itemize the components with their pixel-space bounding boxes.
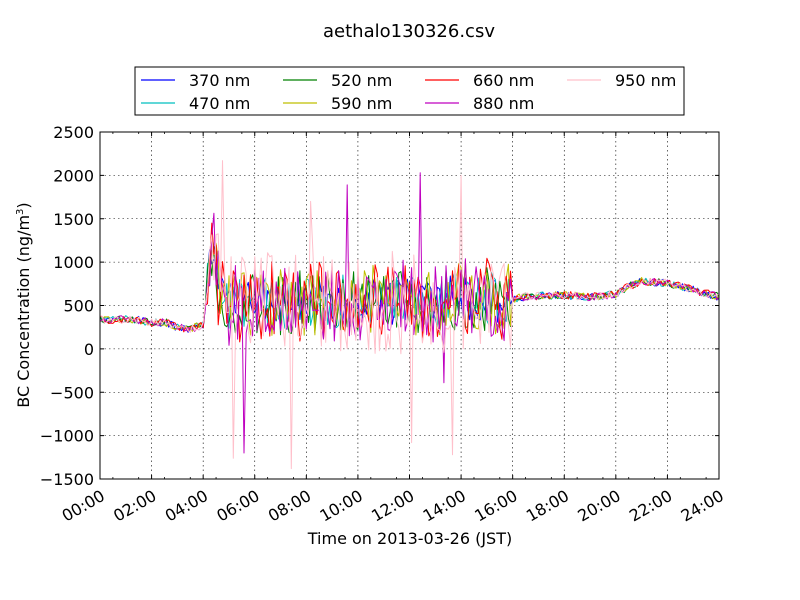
legend: 370 nm 470 nm 520 nm 590 nm 660 nm 880 nm 950 … [134,66,685,116]
y-tick-label: 1000 [53,253,94,272]
y-axis-ticks: −1500 −1000 −500 0 500 1000 1500 2000 2500 [40,123,719,489]
legend-box [134,66,685,116]
y-tick-label: 2000 [53,166,94,185]
y-tick-label: −1500 [40,470,94,489]
series-line-660-nm [99,222,720,343]
y-tick-label: 1500 [53,210,94,229]
series-group [99,160,720,470]
legend-label: 520 nm [331,71,392,90]
legend-label: 950 nm [615,71,676,90]
y-tick-label: 2500 [53,123,94,142]
chart-title: aethalo130326.csv [323,21,495,42]
y-tick-label: 500 [63,297,94,316]
legend-label: 470 nm [189,94,250,113]
y-tick-label: −1000 [40,427,94,446]
legend-label: 880 nm [473,94,534,113]
y-axis-label: BC Concentration (ng/m3) [14,202,33,407]
y-axis-label-end: ) [14,202,33,208]
series-line-950-nm [99,160,720,470]
y-tick-label: 0 [84,340,94,359]
legend-label: 590 nm [331,94,392,113]
x-axis-label: Time on 2013-03-26 (JST) [307,529,512,548]
y-axis-label-sup: 3 [15,209,26,215]
y-tick-label: −500 [50,383,94,402]
grid-lines [100,132,719,479]
y-axis-label-main: BC Concentration (ng/m [14,215,33,408]
legend-label: 660 nm [473,71,534,90]
plot-frame [99,131,720,480]
legend-label: 370 nm [189,71,250,90]
